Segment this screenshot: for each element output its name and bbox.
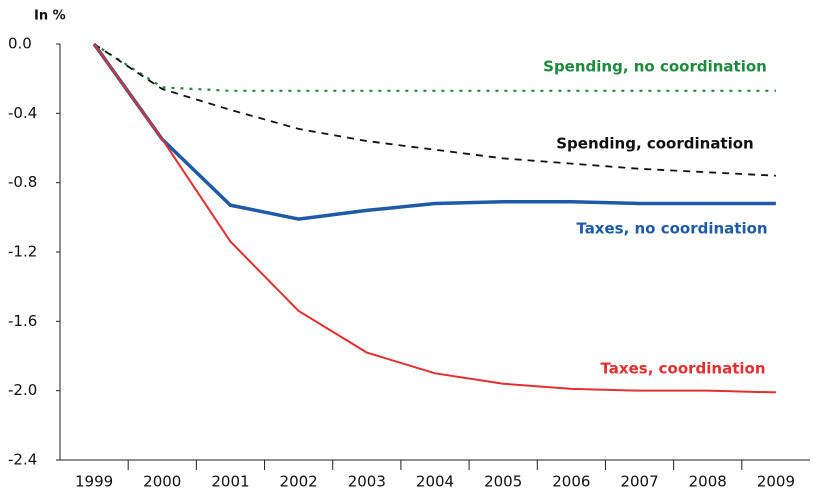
y-tick-label: -0.8 [8,173,37,191]
series-line [93,43,776,177]
series-label: Taxes, coordination [601,360,766,378]
series-line [93,43,776,394]
x-tick-label: 2001 [211,473,249,491]
x-tick-label: 2009 [757,473,795,491]
y-tick-label: -2.4 [8,451,37,469]
y-tick-label: -0.4 [8,104,37,122]
series-line [92,42,776,221]
series-label: Spending, coordination [556,135,753,153]
series-label: Spending, no coordination [543,58,767,76]
series-line [93,43,776,92]
x-tick-label: 2000 [143,473,181,491]
x-tick-label: 2004 [416,473,454,491]
y-tick-label: -1.6 [8,312,37,330]
x-tick-label: 2007 [620,473,658,491]
y-tick-label: -1.2 [8,243,37,261]
x-tick-label: 2002 [280,473,318,491]
x-tick-label: 1999 [75,473,113,491]
y-tick-label: -2.0 [8,381,37,399]
x-tick-label: 2006 [552,473,590,491]
x-tick-label: 2005 [484,473,522,491]
y-tick-label: 0.0 [8,35,32,53]
series-label: Taxes, no coordination [576,220,767,238]
y-axis-title: In % [34,9,66,24]
x-tick-label: 2003 [348,473,386,491]
x-tick-label: 2008 [689,473,727,491]
